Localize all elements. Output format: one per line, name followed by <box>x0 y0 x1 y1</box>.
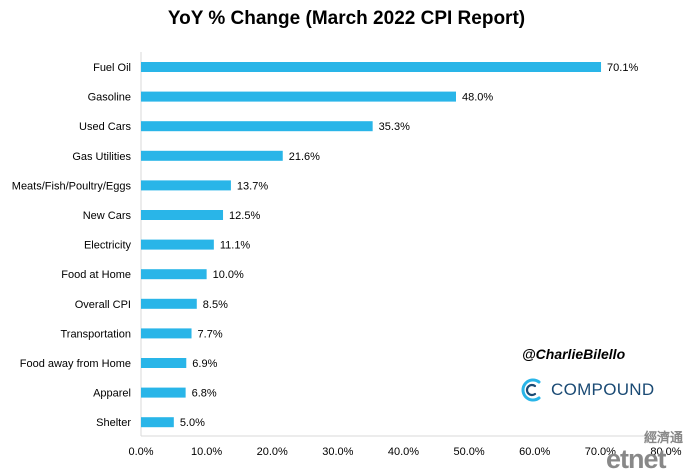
category-label: Shelter <box>96 417 131 429</box>
category-label: Fuel Oil <box>93 62 131 74</box>
chart-title: YoY % Change (March 2022 CPI Report) <box>167 8 526 29</box>
bar <box>141 180 231 191</box>
x-tick-label: 70.0% <box>585 446 616 458</box>
x-tick-label: 80.0% <box>650 446 681 458</box>
data-label: 10.0% <box>213 269 244 281</box>
category-label: Apparel <box>93 388 131 400</box>
bar <box>141 387 186 398</box>
category-label: Food at Home <box>61 269 131 281</box>
category-label: Gas Utilities <box>72 151 131 163</box>
data-label: 70.1% <box>607 62 638 74</box>
data-label: 12.5% <box>229 210 260 222</box>
category-label: Electricity <box>84 240 132 252</box>
data-label: 7.7% <box>198 328 223 340</box>
data-label: 35.3% <box>379 121 410 133</box>
category-label: Meats/Fish/Poultry/Eggs <box>12 180 132 192</box>
x-tick-label: 0.0% <box>128 446 153 458</box>
data-label: 11.1% <box>220 240 251 252</box>
x-tick-label: 60.0% <box>519 446 550 458</box>
bar <box>141 121 373 132</box>
compound-brand-text: COMPOUND <box>551 380 655 399</box>
category-label: Used Cars <box>79 121 131 133</box>
data-label: 13.7% <box>237 180 268 192</box>
bar <box>141 150 283 161</box>
bar <box>141 269 207 280</box>
category-label: Food away from Home <box>20 358 131 370</box>
bar <box>141 358 187 368</box>
x-tick-label: 20.0% <box>257 446 288 458</box>
etnet-text: etnet <box>606 444 667 472</box>
bar <box>141 298 197 309</box>
category-label: New Cars <box>83 210 132 222</box>
x-tick-label: 30.0% <box>322 446 353 458</box>
data-label: 5.0% <box>180 417 205 429</box>
category-label: Gasoline <box>88 92 131 104</box>
x-tick-label: 50.0% <box>454 446 485 458</box>
compound-logo: COMPOUND <box>519 376 654 404</box>
bar <box>141 210 224 220</box>
etnet-logo: 經濟通 etnet <box>606 430 683 472</box>
x-tick-label: 10.0% <box>191 446 222 458</box>
data-label: 6.9% <box>192 358 217 370</box>
bar <box>141 239 214 250</box>
data-label: 21.6% <box>289 151 320 163</box>
author-handle: @CharlieBilello <box>522 346 626 362</box>
etnet-chinese-text: 經濟通 <box>644 430 683 446</box>
x-tick-label: 40.0% <box>388 446 419 458</box>
category-label: Overall CPI <box>75 299 131 311</box>
data-label: 6.8% <box>192 388 217 400</box>
data-label: 8.5% <box>203 299 228 311</box>
bar <box>141 91 456 102</box>
compound-logo-icon <box>521 378 541 402</box>
category-label: Transportation <box>60 328 131 340</box>
bar <box>141 62 602 72</box>
bar <box>141 328 192 339</box>
data-label: 48.0% <box>462 92 493 104</box>
bar <box>141 417 174 428</box>
